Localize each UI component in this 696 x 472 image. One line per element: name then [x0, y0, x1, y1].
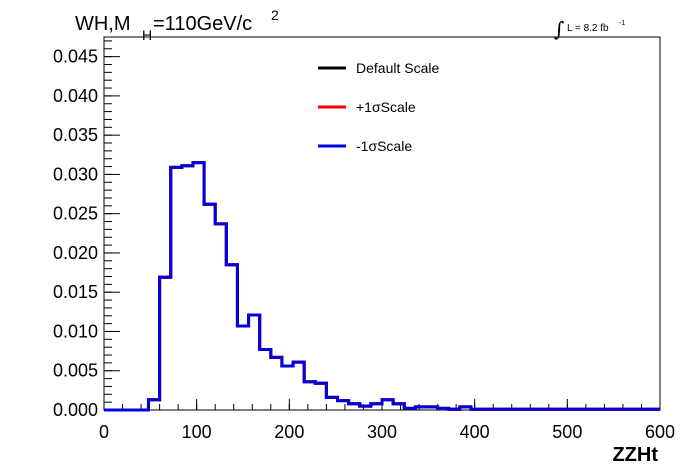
plot-frame	[103, 36, 661, 411]
x-axis-label: ZZHt	[612, 444, 658, 466]
y-tick-label: 0.025	[53, 204, 98, 224]
y-tick-label: 0.015	[53, 282, 98, 302]
title-main: WH,M	[75, 13, 131, 35]
x-tick-label: 500	[552, 422, 582, 442]
x-tick-label: 0	[99, 422, 109, 442]
title-superscript: 2	[271, 7, 279, 23]
legend-label: +1σScale	[356, 99, 416, 115]
y-tick-label: 0.000	[53, 400, 98, 420]
x-tick-label: 100	[182, 422, 212, 442]
x-tick-label: 200	[274, 422, 304, 442]
legend-label: Default Scale	[356, 60, 439, 76]
y-tick-label: 0.010	[53, 321, 98, 341]
y-tick-label: 0.035	[53, 125, 98, 145]
chart-title: WH,M H =110GeV/c 2	[75, 7, 279, 43]
title-rest: =110GeV/c	[153, 13, 252, 35]
y-axis: 0.000 0.005 0.010 0.015 0.020 0.025 0.030 0.035…	[53, 40, 120, 420]
luminosity-label: ∫ L = 8.2 fb -1	[554, 17, 625, 41]
histogram-series-1	[104, 161, 660, 412]
x-tick-label: 300	[367, 422, 397, 442]
y-tick-label: 0.020	[53, 243, 98, 263]
y-tick-label: 0.030	[53, 164, 98, 184]
x-axis: 0 100 200 300 400 500 600	[99, 399, 675, 442]
y-tick-label: 0.005	[53, 361, 98, 381]
integral-icon: ∫	[554, 17, 564, 41]
y-tick-label: 0.040	[53, 86, 98, 106]
x-tick-label: 600	[645, 422, 675, 442]
legend-label: -1σScale	[356, 138, 412, 154]
legend: Default Scale +1σScale -1σScale	[318, 60, 439, 154]
luminosity-text: L = 8.2 fb	[567, 23, 609, 34]
y-tick-label: 0.045	[53, 47, 98, 67]
histogram-series-3	[104, 161, 660, 412]
x-tick-label: 400	[460, 422, 490, 442]
series-group	[104, 161, 660, 412]
title-subscript: H	[142, 27, 152, 43]
luminosity-superscript: -1	[619, 20, 625, 27]
histogram-series-2	[104, 161, 660, 412]
